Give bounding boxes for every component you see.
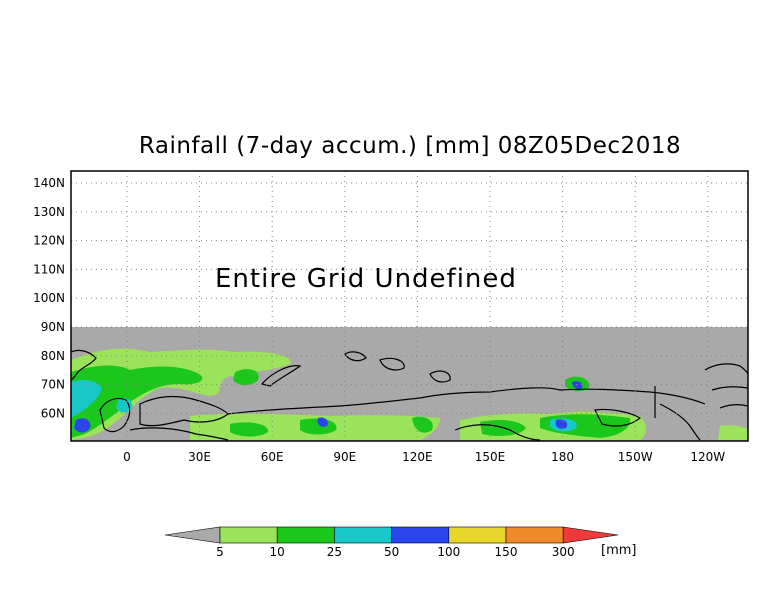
colorbar-swatch (334, 526, 392, 544)
colorbar-tick-label: 25 (327, 545, 342, 559)
rain-patch (233, 369, 259, 386)
colorbar-swatch (219, 526, 278, 544)
rain-patch (718, 425, 748, 440)
colorbar-tick-label: 100 (437, 545, 460, 559)
colorbar-under-triangle (164, 526, 221, 544)
lat-tick-label: 110N (33, 262, 65, 276)
longitude-tick-labels: 0 30E 60E 90E 120E 150E 180 150W 120W (123, 450, 725, 464)
legend-unit: [mm] (601, 543, 637, 558)
latitude-tick-labels: 140N 130N 120N 110N 100N 90N 80N 70N 60N (33, 176, 65, 420)
lon-tick-label: 60E (261, 450, 284, 464)
rain-patch (555, 419, 568, 429)
lat-tick-label: 120N (33, 234, 65, 248)
colorbar-tick-label: 50 (384, 545, 399, 559)
rain-patch (74, 418, 91, 433)
undefined-message: Entire Grid Undefined (215, 264, 517, 294)
lat-tick-label: 130N (33, 205, 65, 219)
colorbar-tick-label: 150 (495, 545, 518, 559)
colorbar-tick-label: 5 (216, 545, 224, 559)
lat-tick-label: 60N (41, 406, 65, 420)
lat-tick-label: 70N (41, 378, 65, 392)
rain-patch (412, 416, 433, 433)
chart-title: Rainfall (7-day accum.) [mm] 08Z05Dec201… (138, 133, 682, 159)
lon-tick-label: 0 (123, 450, 131, 464)
lon-tick-label: 150E (475, 450, 506, 464)
colorbar-swatch (448, 526, 507, 544)
rain-patch (71, 365, 203, 438)
colorbar: 5 10 25 50 100 150 300 (164, 526, 619, 559)
lon-tick-label: 120E (402, 450, 433, 464)
rain-patch (116, 398, 133, 413)
lon-tick-label: 120W (690, 450, 725, 464)
lat-tick-label: 140N (33, 176, 65, 190)
lat-tick-label: 80N (41, 349, 65, 363)
rain-patch (572, 381, 583, 389)
lon-tick-label: 180 (551, 450, 574, 464)
rain-patch (71, 380, 102, 418)
colorbar-swatch (276, 526, 335, 544)
lon-tick-label: 150W (618, 450, 653, 464)
map-gridlines (71, 171, 748, 441)
rain-patch (317, 417, 328, 427)
colorbar-swatch (505, 526, 564, 544)
lon-tick-label: 30E (188, 450, 211, 464)
lat-tick-label: 90N (41, 320, 65, 334)
colorbar-over-triangle (562, 526, 619, 544)
lon-tick-label: 90E (333, 450, 356, 464)
rain-patch (230, 422, 269, 437)
map-frame (70, 170, 749, 442)
colorbar-swatch (391, 526, 450, 544)
lat-tick-label: 100N (33, 291, 65, 305)
colorbar-tick-label: 300 (552, 545, 575, 559)
colorbar-tick-label: 10 (270, 545, 285, 559)
